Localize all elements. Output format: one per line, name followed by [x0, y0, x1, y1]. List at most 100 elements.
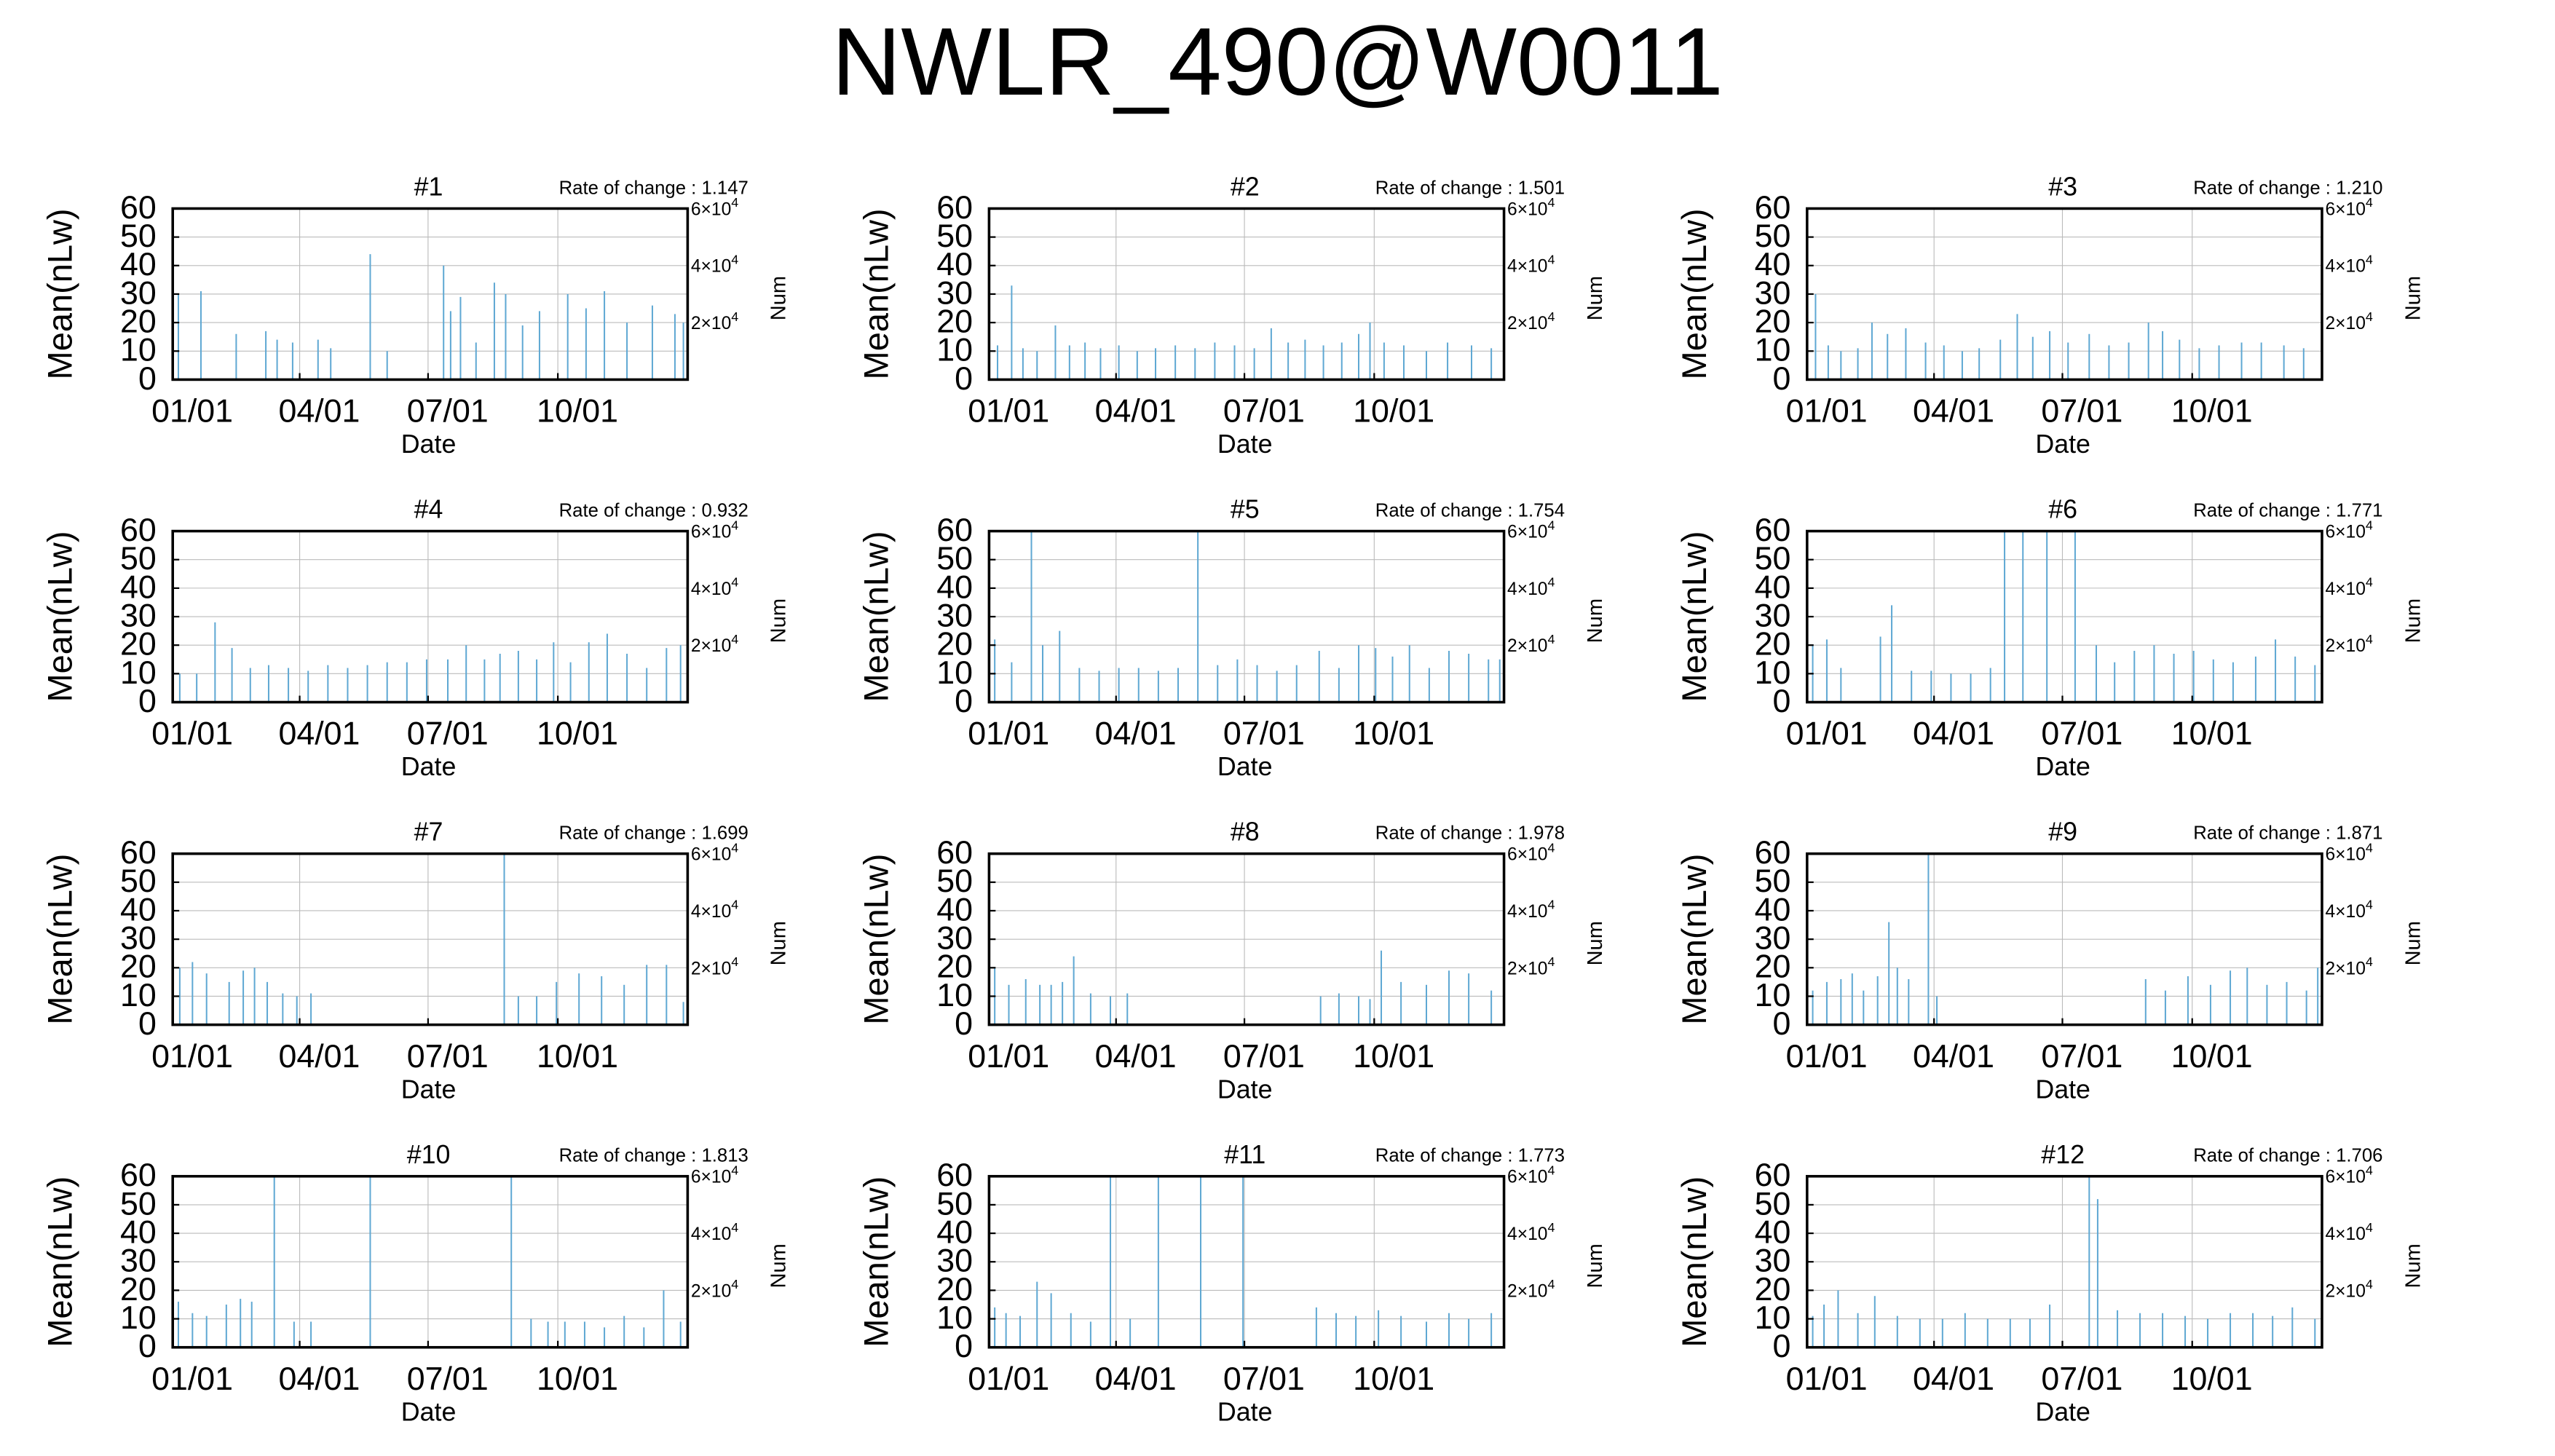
x-tick-label: 07/01 — [1223, 1038, 1305, 1075]
y-tick-label: 0 — [955, 360, 973, 397]
y-axis-label: Mean(nLw) — [40, 531, 79, 703]
y-tick-label: 30 — [120, 274, 157, 311]
y-tick-label: 0 — [138, 683, 157, 719]
x-tick-label: 04/01 — [1095, 1361, 1177, 1397]
y-tick-label: 50 — [120, 218, 157, 254]
y-tick-label: 40 — [936, 246, 973, 282]
y-tick-label: 10 — [1755, 977, 1791, 1013]
y2-tick-label: 6×104 — [2325, 840, 2372, 864]
x-tick-label: 01/01 — [151, 393, 233, 430]
rate-of-change: Rate of change : 1.754 — [1375, 500, 1565, 521]
y-tick-label: 20 — [1755, 1271, 1791, 1307]
y-tick-label: 60 — [120, 834, 157, 871]
y-tick-label: 60 — [1755, 834, 1791, 871]
y-tick-label: 30 — [1755, 920, 1791, 957]
y-tick-label: 60 — [936, 834, 973, 871]
subplot-title: #11 — [1224, 1140, 1265, 1169]
y-tick-label: 60 — [120, 189, 157, 226]
y-tick-label: 50 — [120, 540, 157, 577]
x-tick-label: 04/01 — [1913, 1361, 1994, 1397]
y2-axis-label: Num — [2401, 921, 2425, 965]
y-tick-label: 50 — [936, 863, 973, 899]
y-tick-label: 10 — [120, 654, 157, 691]
y2-tick-label: 2×104 — [1507, 1277, 1555, 1301]
y2-axis-label: Num — [2401, 598, 2425, 643]
y-tick-label: 10 — [936, 1299, 973, 1336]
y-tick-label: 50 — [120, 863, 157, 899]
x-tick-label: 01/01 — [151, 1038, 233, 1075]
y-tick-label: 40 — [1755, 1214, 1791, 1251]
x-axis-label: Date — [1217, 1397, 1273, 1426]
y2-tick-label: 6×104 — [2325, 195, 2372, 219]
y2-tick-label: 4×104 — [1507, 253, 1555, 277]
x-tick-label: 01/01 — [968, 1038, 1049, 1075]
y-axis-label: Mean(nLw) — [857, 1176, 896, 1348]
y2-tick-label: 2×104 — [1507, 632, 1555, 656]
y2-tick-label: 2×104 — [691, 309, 738, 333]
y-tick-label: 10 — [1755, 332, 1791, 368]
x-tick-label: 07/01 — [407, 1361, 489, 1397]
y2-axis-label: Num — [1584, 921, 1607, 965]
x-tick-label: 10/01 — [2171, 1361, 2253, 1397]
rate-of-change: Rate of change : 1.773 — [1375, 1146, 1565, 1166]
y-tick-label: 30 — [936, 274, 973, 311]
x-tick-label: 01/01 — [968, 1361, 1049, 1397]
x-tick-label: 04/01 — [1095, 1038, 1177, 1075]
y-tick-label: 30 — [1755, 274, 1791, 311]
y2-tick-label: 4×104 — [2325, 253, 2372, 277]
y-tick-label: 40 — [120, 891, 157, 927]
x-tick-label: 07/01 — [407, 393, 489, 430]
x-tick-label: 07/01 — [2041, 1361, 2122, 1397]
y-tick-label: 60 — [120, 512, 157, 548]
y2-tick-label: 4×104 — [2325, 898, 2372, 922]
y-tick-label: 40 — [1755, 891, 1791, 927]
y-tick-label: 0 — [1773, 1005, 1791, 1042]
x-axis-label: Date — [2035, 1075, 2090, 1104]
y2-axis-label: Num — [1584, 276, 1607, 320]
y2-tick-label: 6×104 — [2325, 518, 2372, 542]
y-tick-label: 10 — [936, 332, 973, 368]
y2-tick-label: 6×104 — [691, 1163, 738, 1187]
rate-of-change: Rate of change : 1.501 — [1375, 178, 1565, 198]
y-axis-label: Mean(nLw) — [40, 1176, 79, 1348]
y2-tick-label: 2×104 — [2325, 309, 2372, 333]
x-tick-label: 10/01 — [2171, 716, 2253, 752]
rate-of-change: Rate of change : 1.147 — [559, 178, 749, 198]
y-tick-label: 0 — [138, 1328, 157, 1364]
y-tick-label: 50 — [1755, 218, 1791, 254]
y2-tick-label: 4×104 — [2325, 575, 2372, 599]
y2-tick-label: 4×104 — [2325, 1220, 2372, 1244]
y2-tick-label: 2×104 — [2325, 1277, 2372, 1301]
rate-of-change: Rate of change : 1.871 — [2193, 823, 2382, 844]
x-tick-label: 04/01 — [1095, 716, 1177, 752]
x-tick-label: 04/01 — [1095, 393, 1177, 430]
y-tick-label: 20 — [120, 626, 157, 662]
x-tick-label: 01/01 — [1786, 393, 1868, 430]
rate-of-change: Rate of change : 1.813 — [559, 1146, 749, 1166]
y-axis-label: Mean(nLw) — [40, 854, 79, 1025]
x-tick-label: 01/01 — [968, 716, 1049, 752]
x-tick-label: 04/01 — [1913, 393, 1994, 430]
x-tick-label: 07/01 — [1223, 1361, 1305, 1397]
subplot-title: #4 — [414, 495, 443, 524]
y2-tick-label: 2×104 — [1507, 954, 1555, 978]
x-tick-label: 10/01 — [537, 1038, 618, 1075]
y2-tick-label: 4×104 — [1507, 898, 1555, 922]
x-tick-label: 07/01 — [2041, 1038, 2122, 1075]
x-axis-label: Date — [1217, 752, 1273, 781]
x-tick-label: 07/01 — [407, 1038, 489, 1075]
y-tick-label: 20 — [120, 1271, 157, 1307]
y-tick-label: 60 — [1755, 189, 1791, 226]
y2-tick-label: 2×104 — [691, 1277, 738, 1301]
y2-tick-label: 4×104 — [691, 253, 738, 277]
y-tick-label: 50 — [936, 218, 973, 254]
y-tick-label: 60 — [936, 1157, 973, 1193]
rate-of-change: Rate of change : 1.699 — [559, 823, 749, 844]
y2-tick-label: 4×104 — [1507, 1220, 1555, 1244]
